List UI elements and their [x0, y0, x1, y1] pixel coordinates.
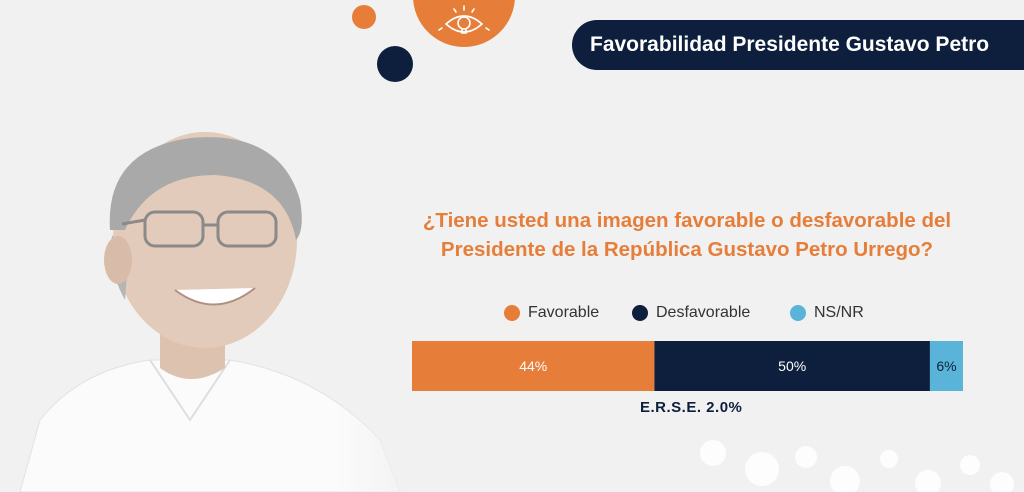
page-title: Favorabilidad Presidente Gustavo Petro: [572, 20, 1024, 70]
legend-item-nsnr: NS/NR: [790, 298, 864, 328]
survey-question-line-2: Presidente de la República Gustavo Petro…: [440, 238, 934, 261]
data-label-favorable: 44%: [519, 358, 547, 374]
legend-swatch-favorable: [504, 305, 520, 321]
data-label-desfavorable: 50%: [778, 358, 806, 374]
legend-label-favorable: Favorable: [528, 304, 600, 321]
decorative-dot: [915, 470, 941, 492]
survey-question-line-1: ¿Tiene usted una imagen favorable o desf…: [422, 209, 952, 232]
decorative-dot-navy: [377, 46, 413, 82]
data-label-ns-nr: 6%: [936, 358, 956, 374]
chart-legend: Favorable Desfavorable NS/NR: [400, 298, 980, 328]
margin-of-error: E.R.S.E. 2.0%: [640, 399, 743, 416]
survey-question: ¿Tiene usted una imagen favorable o desf…: [402, 206, 972, 264]
portrait-image: [0, 120, 420, 492]
decorative-dot: [830, 466, 860, 492]
legend-swatch-desfavorable: [632, 305, 648, 321]
stacked-bar-chart: 44% 50% 6%: [412, 341, 963, 391]
decorative-dot: [700, 440, 726, 466]
legend-item-desfavorable: Desfavorable: [632, 298, 750, 328]
decorative-dot: [795, 446, 817, 468]
legend-swatch-nsnr: [790, 305, 806, 321]
legend-item-favorable: Favorable: [504, 298, 599, 328]
decorative-dot: [880, 450, 898, 468]
bar-segment-ns-nr: [929, 341, 963, 391]
eye-lightbulb-icon: [438, 5, 490, 34]
decorative-dot: [990, 472, 1014, 492]
legend-label-nsnr: NS/NR: [814, 304, 864, 321]
bar-segment-desfavorable: [654, 341, 930, 391]
legend-label-desfavorable: Desfavorable: [656, 304, 751, 321]
bar-segment-favorable: [412, 341, 655, 391]
decorative-dot: [745, 452, 779, 486]
decorative-dot-orange: [352, 5, 376, 29]
decorative-dot: [960, 455, 980, 475]
